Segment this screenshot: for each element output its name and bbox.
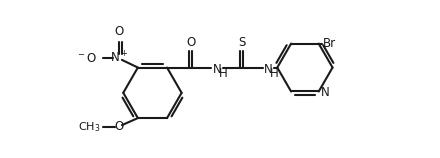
Text: $^-$O: $^-$O xyxy=(76,52,97,65)
Text: O: O xyxy=(114,120,124,133)
Text: N$^+$: N$^+$ xyxy=(110,51,128,66)
Text: CH$_3$: CH$_3$ xyxy=(78,120,100,134)
Text: N: N xyxy=(264,63,272,76)
Text: N: N xyxy=(321,86,330,99)
Text: O: O xyxy=(186,36,195,49)
Text: S: S xyxy=(238,36,246,49)
Text: H: H xyxy=(270,67,279,80)
Text: O: O xyxy=(114,25,124,38)
Text: H: H xyxy=(219,67,227,80)
Text: N: N xyxy=(213,63,221,76)
Text: Br: Br xyxy=(323,37,336,50)
